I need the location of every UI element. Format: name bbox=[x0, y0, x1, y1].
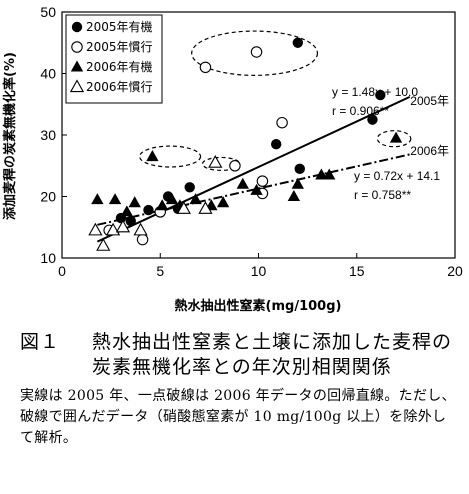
figure-caption: 図１ 熱水抽出性窒素と土壌に添加した麦稈の炭素無機化率との年次別相関関係 実線は… bbox=[20, 330, 460, 449]
data-point-series-3 bbox=[108, 193, 122, 205]
regression-2006-equation: y = 0.72x + 14.1 bbox=[354, 169, 440, 183]
data-point-series-1 bbox=[125, 215, 136, 227]
data-point-series-4 bbox=[115, 219, 131, 233]
data-point-series-3 bbox=[287, 190, 301, 202]
data-point-series-4 bbox=[176, 201, 191, 214]
legend-marker bbox=[70, 60, 84, 72]
figure-title: 熱水抽出性窒素と土壌に添加した麦稈の炭素無機化率との年次別相関関係 bbox=[92, 331, 453, 378]
data-point-series-3 bbox=[250, 183, 263, 195]
data-point-series-2 bbox=[256, 175, 269, 187]
figure-number: 図１ bbox=[20, 331, 61, 353]
figure-note: 実線は 2005 年、一点破線は 2006 年データの回帰直線。ただし、破線で囲… bbox=[20, 388, 456, 446]
data-point-series-3 bbox=[146, 150, 159, 162]
y-tick-label: 40 bbox=[40, 66, 56, 82]
data-point-series-4 bbox=[133, 222, 148, 236]
legend-label: 2006年慣行 bbox=[86, 79, 153, 94]
y-tick-label: 30 bbox=[40, 127, 56, 143]
data-point-series-1 bbox=[294, 163, 305, 175]
data-point-series-1 bbox=[375, 89, 386, 101]
data-point-series-1 bbox=[367, 114, 378, 125]
legend-marker bbox=[71, 21, 83, 33]
data-point-series-1 bbox=[143, 204, 154, 216]
regression-2005-r: r = 0.906** bbox=[332, 104, 389, 118]
y-tick-label: 50 bbox=[40, 4, 56, 20]
data-point-series-4 bbox=[96, 238, 111, 251]
data-point-series-1 bbox=[184, 182, 195, 193]
data-point-series-4 bbox=[88, 222, 103, 236]
data-point-series-3 bbox=[291, 177, 304, 189]
data-point-series-3 bbox=[236, 177, 249, 189]
data-point-series-3 bbox=[165, 193, 179, 205]
x-tick-label: 10 bbox=[251, 263, 267, 279]
excluded-ellipse bbox=[139, 145, 202, 168]
regression-2005-label: 2005年 bbox=[410, 94, 449, 108]
regression-2006-r: r = 0.758** bbox=[354, 188, 411, 202]
data-point-series-3 bbox=[156, 199, 169, 211]
y-tick-label: 10 bbox=[40, 250, 56, 266]
data-point-series-1 bbox=[270, 139, 282, 150]
excluded-ellipse bbox=[376, 130, 412, 148]
x-tick-label: 20 bbox=[447, 263, 463, 279]
data-point-series-3 bbox=[323, 168, 336, 180]
legend: 2005年有機 2005年慣行 2006年有機 2006年慣行 bbox=[65, 14, 163, 104]
data-point-series-2 bbox=[276, 116, 288, 129]
excluded-ellipse bbox=[191, 30, 319, 76]
data-point-series-1 bbox=[292, 37, 303, 48]
data-point-series-3 bbox=[216, 196, 230, 208]
x-tick-label: 0 bbox=[58, 263, 66, 279]
data-point-series-3 bbox=[128, 196, 141, 208]
data-point-series-3 bbox=[315, 168, 328, 180]
data-point-series-2 bbox=[199, 61, 212, 74]
data-point-series-3 bbox=[91, 193, 104, 205]
regression-2006-label: 2006年 bbox=[410, 144, 449, 158]
legend-marker bbox=[71, 41, 83, 53]
regression-annotations: y = 1.48x + 10.0 r = 0.906** 2005年 2006年 y =… bbox=[332, 85, 449, 202]
regression-2005-equation: y = 1.48x + 10.0 bbox=[332, 85, 418, 99]
x-tick-label: 5 bbox=[156, 263, 164, 279]
data-point-series-2 bbox=[136, 233, 149, 246]
regression-line-1 bbox=[96, 95, 411, 243]
data-point-series-3 bbox=[189, 193, 202, 205]
data-point-series-3 bbox=[120, 205, 134, 217]
y-axis-label: 添加麦稈の炭素無機化率(%) bbox=[2, 52, 18, 220]
scatter-chart: 0 5 10 15 20 10 20 30 40 50 2005年有機 2005年慣行 2006年有機… bbox=[2, 4, 463, 314]
legend-marker bbox=[69, 79, 85, 93]
data-point-series-4 bbox=[198, 201, 213, 214]
legend-label: 2005年有機 bbox=[86, 19, 153, 34]
legend-label: 2006年有機 bbox=[86, 59, 153, 74]
x-tick-label: 15 bbox=[349, 263, 365, 279]
excluded-data-ellipses bbox=[139, 30, 412, 171]
x-axis-label: 熱水抽出性窒素(mg/100g) bbox=[175, 298, 342, 314]
data-points bbox=[88, 37, 403, 251]
data-point-series-4 bbox=[208, 155, 223, 168]
data-point-series-3 bbox=[389, 131, 403, 143]
y-tick-label: 20 bbox=[40, 189, 56, 205]
data-point-series-2 bbox=[250, 46, 263, 58]
legend-label: 2005年慣行 bbox=[86, 39, 153, 54]
data-point-series-2 bbox=[229, 160, 241, 172]
axis-ticks: 0 5 10 15 20 10 20 30 40 50 bbox=[40, 4, 463, 279]
